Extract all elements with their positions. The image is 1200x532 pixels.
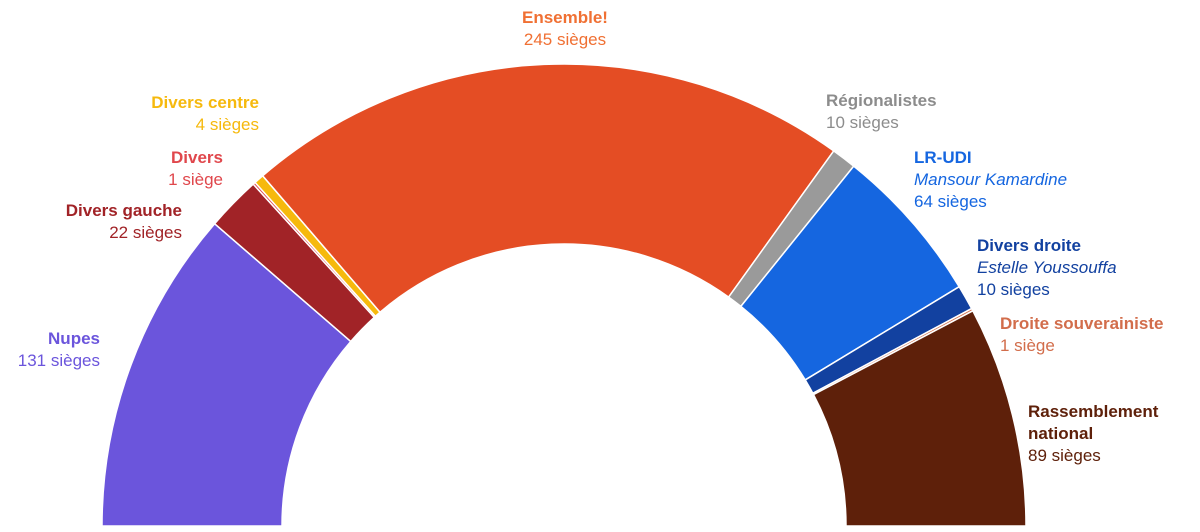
label-ensemble-seats: 245 sièges xyxy=(523,30,607,49)
label-nupes-seats: 131 sièges xyxy=(17,351,100,370)
label-lr-udi: LR-UDI Mansour Kamardine 64 sièges xyxy=(914,147,1067,213)
label-divers-droite: Divers droite Estelle Youssouffa 10 sièg… xyxy=(977,235,1117,301)
label-ensemble-name: Ensemble! xyxy=(522,8,608,27)
segment-ensemble xyxy=(261,63,835,314)
label-divers-gauche-seats: 22 sièges xyxy=(109,223,182,242)
label-droite-souverainiste-seats: 1 siège xyxy=(1000,336,1055,355)
label-droite-souverainiste: Droite souverainiste 1 siège xyxy=(1000,313,1163,357)
label-divers-centre-name: Divers centre xyxy=(151,93,259,112)
label-divers-centre: Divers centre 4 sièges xyxy=(151,92,259,136)
label-nupes: Nupes 131 sièges xyxy=(18,328,100,372)
label-regionalistes-name: Régionalistes xyxy=(826,91,937,110)
label-regionalistes: Régionalistes 10 sièges xyxy=(826,90,937,134)
segment-rn xyxy=(812,309,1027,527)
label-rassemblement-national: Rassemblement national 89 sièges xyxy=(1028,401,1188,467)
label-divers-centre-seats: 4 sièges xyxy=(195,115,259,134)
label-divers-gauche-name: Divers gauche xyxy=(65,201,182,220)
label-rassemblement-national-seats: 89 sièges xyxy=(1028,446,1101,465)
label-ensemble: Ensemble! 245 sièges xyxy=(465,7,665,51)
label-regionalistes-seats: 10 sièges xyxy=(826,113,899,132)
label-lr-udi-person: Mansour Kamardine xyxy=(914,170,1068,189)
label-divers-seats: 1 siège xyxy=(168,170,223,189)
label-divers-gauche: Divers gauche 22 sièges xyxy=(66,200,182,244)
label-divers-droite-person: Estelle Youssouffa xyxy=(977,258,1117,277)
label-divers: Divers 1 siège xyxy=(168,147,223,191)
label-droite-souverainiste-name: Droite souverainiste xyxy=(1000,314,1164,333)
label-divers-droite-name: Divers droite xyxy=(977,236,1081,255)
label-lr-udi-name: LR-UDI xyxy=(914,148,972,167)
label-lr-udi-seats: 64 sièges xyxy=(914,192,987,211)
label-divers-name: Divers xyxy=(171,148,223,167)
label-rassemblement-national-name: Rassemblement national xyxy=(1028,402,1159,443)
label-nupes-name: Nupes xyxy=(48,329,100,348)
label-divers-droite-seats: 10 sièges xyxy=(977,280,1050,299)
